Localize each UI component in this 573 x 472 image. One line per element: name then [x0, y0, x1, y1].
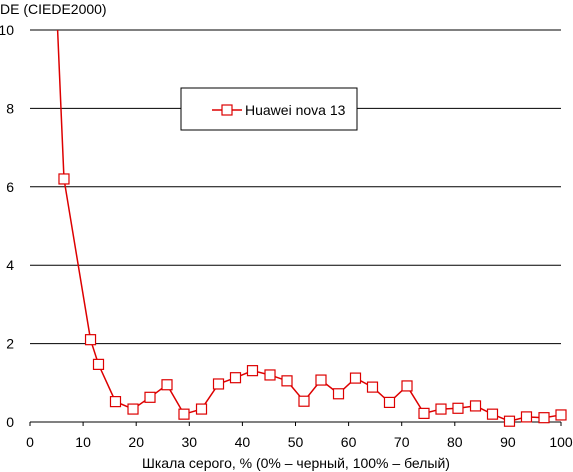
data-point-marker: [418, 407, 430, 419]
data-point-marker: [366, 381, 379, 393]
legend-label: Huawei nova 13: [245, 102, 346, 118]
data-point-marker: [246, 365, 259, 377]
data-point-marker: [469, 400, 482, 412]
data-point-marker: [383, 396, 396, 408]
data-point-marker: [332, 388, 345, 400]
data-point-marker: [84, 334, 97, 346]
data-point-marker: [538, 412, 550, 424]
y-tick-labels: 0 2 4 6 8 10: [0, 22, 14, 430]
data-point-marker: [92, 358, 105, 370]
x-axis-title: Шкала серого, % (0% – черный, 100% – бел…: [142, 455, 450, 471]
data-point-marker: [520, 411, 533, 423]
data-point-marker: [161, 379, 173, 391]
x-tick-label: 10: [75, 434, 91, 450]
series-markers: [58, 173, 567, 427]
x-tick-label: 70: [394, 434, 410, 450]
x-tick-label: 50: [288, 434, 304, 450]
data-point-marker: [281, 375, 293, 387]
legend-box: [180, 87, 358, 131]
data-point-marker: [144, 391, 156, 403]
y-tick-label: 6: [6, 179, 14, 195]
y-tick-label: 4: [6, 257, 14, 273]
x-tick-label: 80: [447, 434, 463, 450]
grid-lines: [30, 29, 561, 345]
x-tick-label: 90: [500, 434, 516, 450]
data-point-marker: [452, 402, 464, 414]
x-tick-label: 0: [26, 434, 34, 450]
y-tick-label: 2: [6, 336, 14, 352]
data-point-marker: [229, 372, 242, 384]
data-point-marker: [195, 403, 208, 415]
y-tick-label: 8: [6, 100, 14, 116]
x-tick-label: 30: [182, 434, 198, 450]
x-tick-label: 20: [128, 434, 144, 450]
data-point-marker: [486, 408, 499, 420]
data-point-marker: [264, 369, 276, 381]
data-point-marker: [435, 403, 447, 415]
data-point-marker: [127, 403, 139, 415]
x-tick-label: 40: [235, 434, 251, 450]
x-tick-label: 60: [341, 434, 357, 450]
legend-marker-icon: [221, 104, 233, 116]
data-point-marker: [315, 374, 327, 386]
x-tick-label: 100: [549, 434, 573, 450]
data-point-marker: [58, 173, 70, 185]
data-point-marker: [503, 415, 516, 427]
data-point-marker: [555, 409, 567, 421]
data-point-marker: [109, 396, 122, 408]
legend: Huawei nova 13: [180, 87, 358, 131]
data-point-marker: [298, 395, 310, 407]
y-tick-label: 10: [0, 22, 14, 38]
x-tick-labels: 0 10 20 30 40 50 60 70 80 90 100: [26, 422, 573, 450]
data-point-marker: [178, 408, 190, 420]
y-axis-title: DE (CIEDE2000): [0, 1, 107, 17]
data-point-marker: [401, 380, 413, 392]
data-point-marker: [349, 372, 362, 384]
y-tick-label: 0: [6, 414, 14, 430]
data-point-marker: [212, 378, 225, 390]
